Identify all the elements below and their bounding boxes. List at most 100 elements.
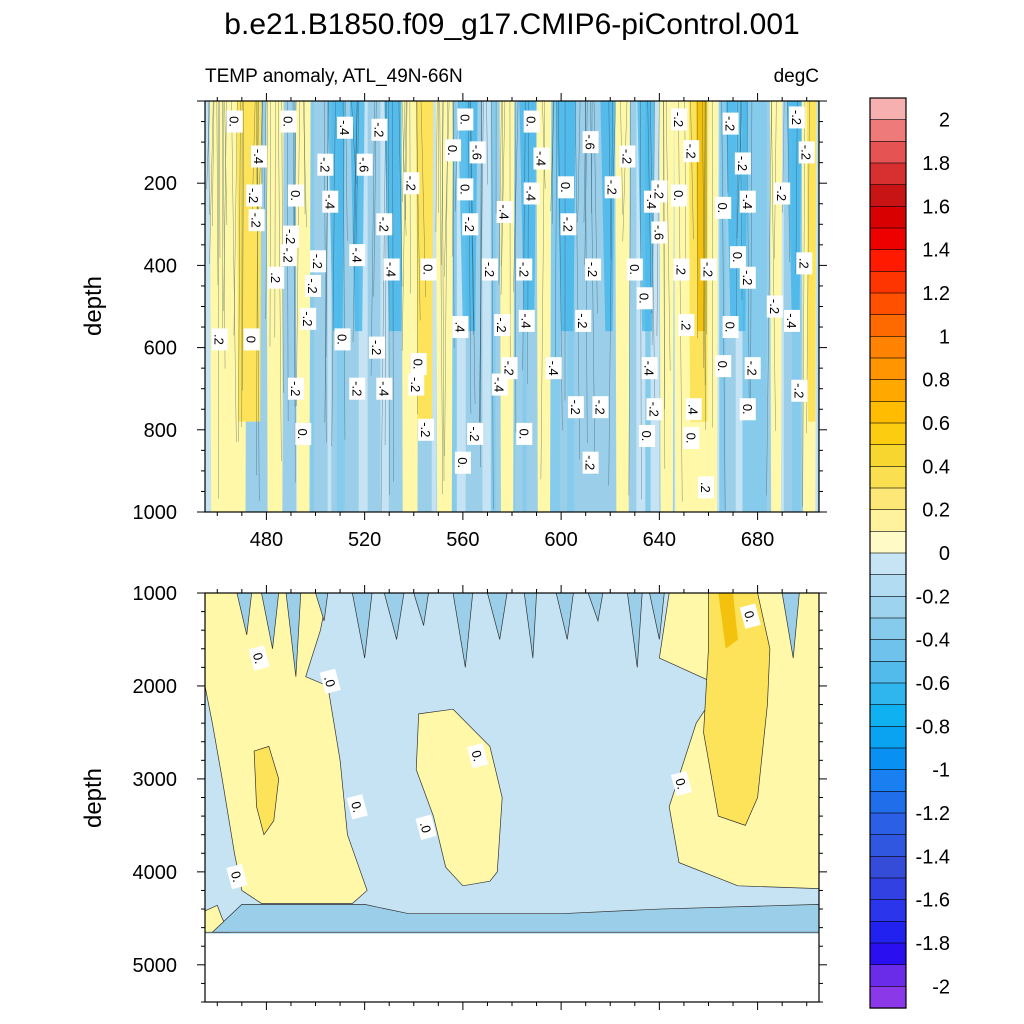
contour-label: -.4: [533, 147, 550, 170]
svg-text:0.: 0.: [228, 869, 245, 883]
colorbar-label: 0.8: [922, 370, 950, 392]
contour-label: 0.: [226, 110, 243, 133]
colorbar-label: -0.6: [916, 673, 950, 695]
colorbar-swatch: [869, 682, 907, 706]
colorbar-swatch: [869, 747, 907, 771]
y-tick-label: 400: [144, 255, 177, 277]
svg-text:0.: 0.: [637, 293, 652, 304]
contour-label: -.2: [788, 106, 805, 129]
svg-text:.4: .4: [686, 404, 701, 415]
contour-label: -.2: [744, 357, 761, 380]
colorbar-swatch: [869, 141, 907, 164]
colorbar-swatch: [869, 401, 907, 424]
svg-text:-.2: -.2: [305, 278, 320, 293]
colorbar-label: 0.6: [922, 413, 950, 435]
x-tick-label: 680: [741, 529, 774, 551]
svg-text:-.4: -.4: [337, 120, 352, 135]
colorbar-swatch: [869, 791, 907, 814]
colorbar-swatch: [869, 726, 907, 749]
colorbar-swatch: [869, 249, 907, 272]
colorbar-swatch: [869, 422, 907, 446]
colorbar-swatch: [869, 986, 907, 1009]
colorbar-swatch: [869, 877, 907, 901]
contour-label: -.4: [518, 309, 535, 332]
svg-text:-.2: -.2: [516, 262, 531, 277]
svg-text:.2: .2: [698, 482, 713, 493]
svg-text:-.2: -.2: [605, 180, 620, 195]
colorbar-swatch: [869, 487, 907, 511]
contour-label: 0.: [457, 178, 474, 201]
svg-text:-.2: -.2: [560, 217, 575, 232]
contour-label: -.2: [287, 377, 304, 400]
svg-text:0.: 0.: [558, 182, 573, 193]
contour-label: -.2: [516, 258, 533, 281]
upper-panel: 0. 0. -.4 -.20. 0.0. -.6 -.4-.6-.2-.2 -.2 -.2-.2…: [80, 93, 827, 551]
svg-text:0.: 0.: [627, 264, 642, 275]
svg-text:-.2: -.2: [300, 311, 315, 326]
contour-label: 0.: [626, 258, 643, 281]
colorbar-swatch: [869, 444, 907, 467]
svg-text:-.2: -.2: [281, 248, 296, 263]
colorbar-swatch: [869, 856, 907, 879]
figure-title: b.e21.B1850.f09_g17.CMIP6-piControl.001: [224, 8, 799, 41]
contour-label: 0.: [445, 139, 462, 162]
svg-text:-.4: -.4: [492, 377, 507, 392]
svg-text:-.2: -.2: [789, 110, 804, 125]
svg-text:0.: 0.: [683, 433, 698, 444]
colorbar: 2 1.8 1.6 1.4 1.2 1 0.8 0.6 0.4 0.2 0 -0.2 -0.4 -0.6 -…: [869, 97, 950, 1009]
contour-label: -.2: [671, 108, 688, 131]
contour-label: -.6: [469, 141, 486, 164]
contour-label: -.2: [481, 258, 498, 281]
colorbar-swatch: [869, 899, 907, 922]
contour-label: -.2: [567, 396, 584, 419]
colorbar-label: 1.2: [922, 283, 950, 305]
y-tick-label: 2000: [133, 676, 178, 698]
colorbar-label: -0.8: [916, 716, 950, 738]
svg-text:-.2: -.2: [283, 229, 298, 244]
contour-label: -.2: [371, 118, 388, 141]
svg-text:-.4: -.4: [251, 149, 266, 164]
svg-text:-.4: -.4: [784, 313, 799, 328]
svg-text:0.: 0.: [715, 202, 730, 213]
colorbar-swatch: [869, 509, 907, 532]
svg-text:-.2: -.2: [651, 184, 666, 199]
svg-text:-.2: -.2: [310, 254, 325, 269]
contour-label: -.2: [408, 373, 425, 396]
colorbar-swatch: [869, 834, 907, 857]
colorbar-swatch: [869, 574, 907, 597]
svg-text:-.6: -.6: [651, 225, 666, 240]
colorbar-swatch: [869, 704, 907, 727]
colorbar-swatch: [869, 227, 907, 251]
colorbar-swatch: [869, 184, 907, 207]
contour-label: 0: [243, 328, 260, 351]
colorbar-swatch: [869, 292, 907, 316]
contour-label: 0.: [639, 424, 656, 447]
x-tick-label: 480: [250, 529, 283, 551]
colorbar-label: 1.8: [922, 153, 950, 175]
svg-text:-.2: -.2: [745, 361, 760, 376]
svg-text:-.2: -.2: [249, 213, 264, 228]
contour-label: .2: [796, 252, 813, 275]
y-tick-label: 800: [144, 420, 177, 442]
contour-label: .2: [268, 266, 285, 289]
lower-axes: 1000 2000 3000 4000 5000: [133, 583, 827, 1010]
colorbar-swatch: [869, 769, 907, 792]
svg-text:-.2: -.2: [371, 122, 386, 137]
contour-label: 0.: [295, 422, 312, 445]
contour-label: 0.: [671, 184, 688, 207]
svg-text:.2: .2: [678, 320, 693, 331]
svg-text:-.6: -.6: [470, 145, 485, 160]
svg-text:-.4: -.4: [349, 248, 364, 263]
svg-text:0.: 0.: [741, 609, 758, 623]
contour-label: .0: [415, 814, 437, 840]
contour-label: -.2: [280, 244, 297, 267]
contour-label: -.4: [783, 309, 800, 332]
svg-text:-.2: -.2: [408, 377, 423, 392]
svg-text:-.2: -.2: [767, 299, 782, 314]
svg-text:0.: 0.: [740, 404, 755, 415]
contour-label: -.2: [646, 398, 663, 421]
svg-text:-.2: -.2: [683, 144, 698, 159]
colorbar-swatch: [869, 162, 907, 186]
colorbar-label: 0: [939, 543, 950, 565]
contour-label: 0.: [248, 645, 270, 671]
